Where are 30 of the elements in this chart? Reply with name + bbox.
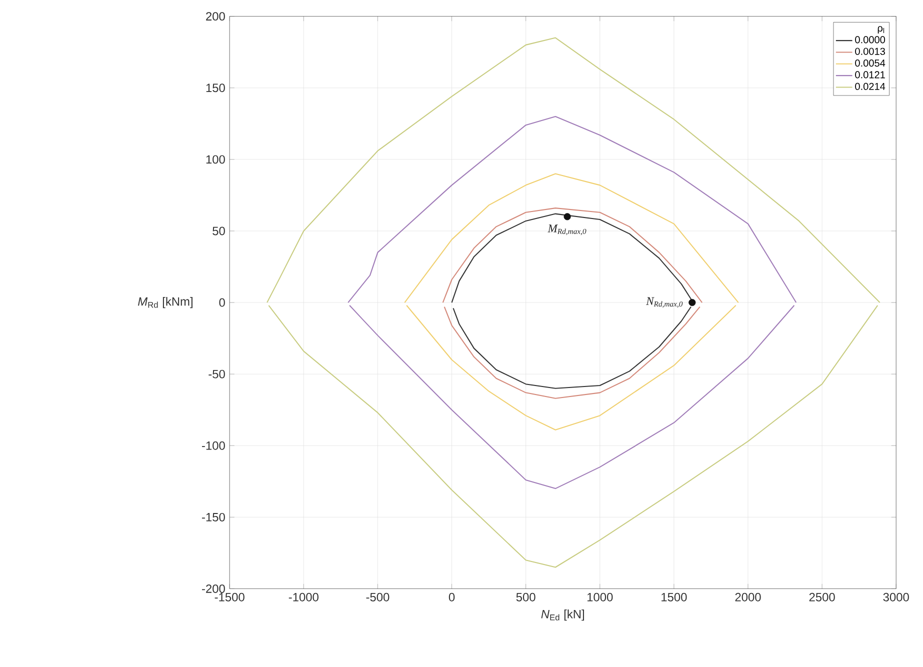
x-tick-label: 0	[448, 592, 455, 602]
y-tick-label: 200	[206, 12, 225, 20]
x-axis-title: N$_{Ed}$ [kN]	[541, 609, 584, 620]
line-series	[444, 306, 700, 399]
legend-label: 0.0121	[855, 70, 885, 78]
x-tick-label: 500	[516, 592, 536, 602]
y-tick-label: 50	[212, 226, 225, 235]
y-tick-label: 100	[206, 154, 225, 164]
x-tick-label: 2000	[735, 592, 761, 602]
annotation: N$_{Rd,max,0}$	[646, 297, 683, 308]
y-tick-label: -50	[208, 370, 225, 378]
y-tick-label: -100	[202, 441, 225, 450]
legend-label: 0.0054	[855, 59, 886, 66]
annotation: M$_{Rd,max,0}$	[548, 224, 586, 235]
x-tick-label: -500	[366, 592, 390, 602]
y-tick-label: 150	[206, 83, 225, 92]
y-tick-label: 0	[219, 298, 225, 307]
legend-label: 0.0013	[855, 48, 885, 55]
x-tick-label: 1000	[587, 592, 613, 602]
x-tick-label: -1000	[288, 592, 318, 602]
y-axis-title: M$_{Rd}$ [kNm]	[138, 296, 192, 308]
y-tick-label: -150	[202, 512, 225, 522]
x-tick-label: 1500	[662, 592, 687, 602]
x-tick-label: 2500	[809, 592, 835, 602]
x-tick-label: -1500	[214, 592, 244, 602]
legend-label: 0.0000	[855, 36, 886, 44]
y-tick-label: -200	[202, 584, 225, 593]
legend-title: ρ$_{l}$	[878, 26, 884, 34]
legend-label: 0.0214	[855, 82, 886, 90]
x-tick-label: 3000	[883, 592, 909, 602]
